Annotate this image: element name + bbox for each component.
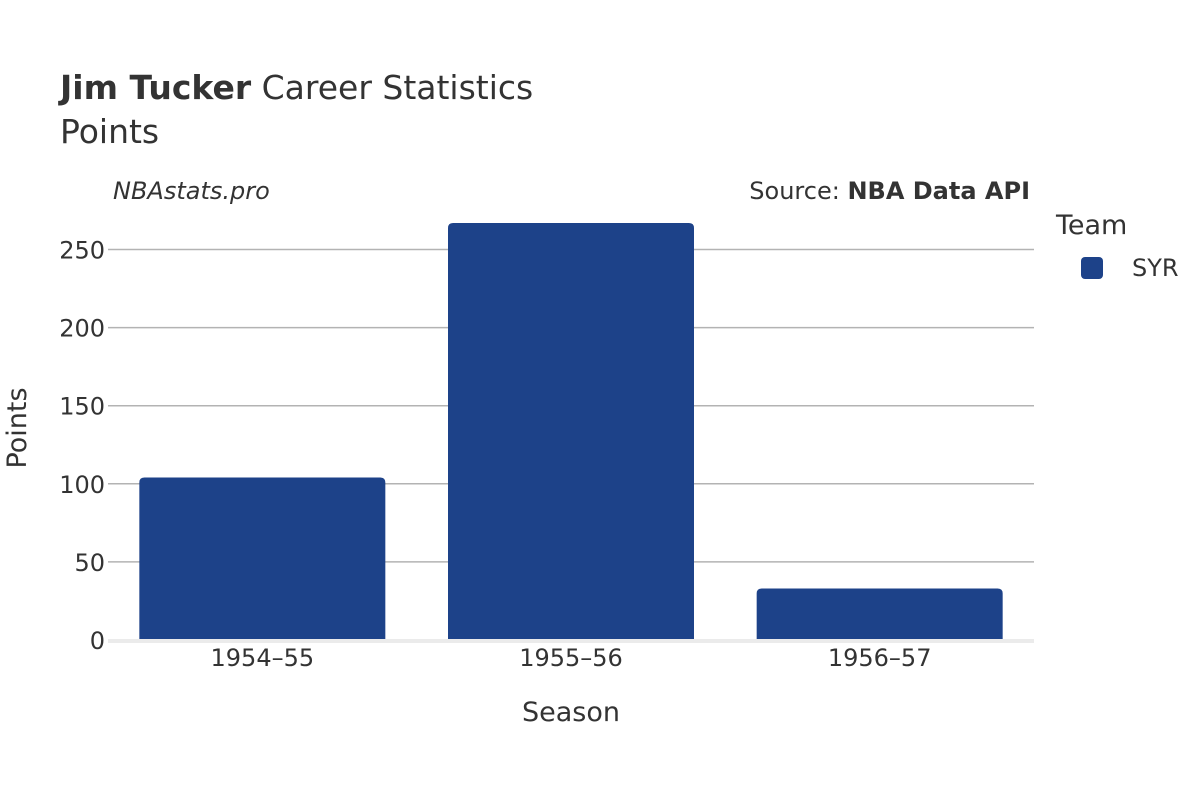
legend-label: SYR (1132, 254, 1179, 282)
y-tick-label: 150 (59, 393, 105, 421)
legend-swatch (1081, 257, 1103, 279)
chart-title: Jim Tucker Career Statistics (60, 68, 533, 108)
player-name: Jim Tucker (60, 68, 252, 107)
chart-subtitle: Points (60, 112, 160, 151)
source-name: NBA Data API (847, 177, 1030, 205)
y-tick-label: 0 (90, 627, 105, 655)
watermark: NBAstats.pro (113, 177, 270, 205)
legend-item-syr[interactable]: SYR (1081, 254, 1179, 282)
x-tick-label: 1955–56 (519, 644, 623, 672)
bar-1954–55[interactable] (139, 477, 386, 640)
y-axis-title: Points (2, 387, 33, 468)
source-prefix: Source: (749, 177, 848, 205)
x-axis-title: Season (522, 697, 620, 728)
bars (139, 222, 1003, 641)
legend: Team SYR (1056, 208, 1179, 282)
title-rest: Career Statistics (251, 68, 534, 107)
y-tick-label: 200 (59, 315, 105, 343)
x-tick-label: 1956–57 (828, 644, 932, 672)
source-credit: Source: NBA Data API (749, 177, 1030, 205)
legend-title: Team (1056, 210, 1128, 241)
y-axis-ticks: 0 50 100 150 200 250 (59, 237, 105, 656)
y-tick-label: 250 (59, 237, 105, 265)
x-axis-baseline (108, 639, 1034, 643)
x-tick-label: 1954–55 (211, 644, 315, 672)
x-axis-ticks: 1954–55 1955–56 1956–57 (211, 644, 932, 672)
bar-1956–57[interactable] (756, 588, 1003, 640)
bar-1955–56[interactable] (448, 222, 694, 641)
y-tick-label: 50 (74, 549, 105, 577)
y-tick-label: 100 (59, 471, 105, 499)
